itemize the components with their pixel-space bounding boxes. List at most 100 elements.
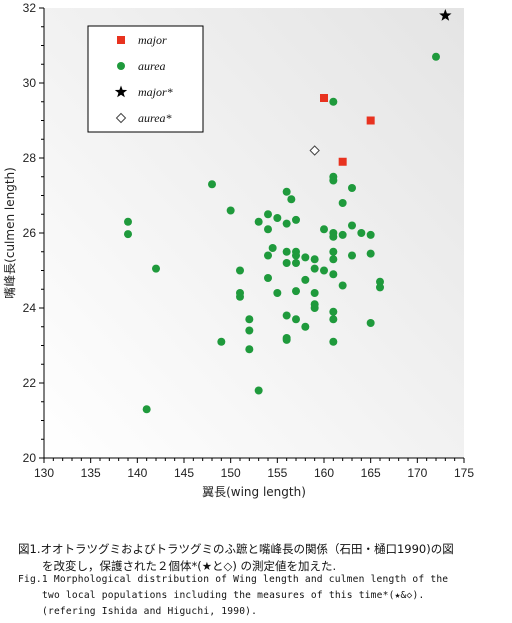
point-aurea-59: [329, 315, 338, 324]
point-aurea-42: [264, 274, 272, 282]
point-aurea-44: [301, 275, 310, 284]
point-aurea-34: [348, 251, 356, 260]
point-aurea-20: [329, 232, 338, 241]
point-aurea-65: [217, 337, 226, 346]
point-aurea-10: [264, 210, 272, 219]
point-aurea-13: [292, 215, 300, 224]
y-tick-label: 24: [23, 301, 37, 315]
point-aurea-40: [329, 270, 338, 279]
legend-label: aurea: [138, 59, 166, 73]
point-aurea-31: [310, 255, 319, 264]
point-aurea-38: [310, 264, 319, 273]
point-aurea-51: [236, 292, 244, 301]
x-tick-label: 165: [361, 466, 381, 480]
point-aurea-23: [357, 229, 366, 237]
point-aurea-7: [287, 195, 296, 204]
legend: major aurea major* aurea*: [87, 25, 204, 133]
x-axis-title: 翼長(wing length): [202, 485, 306, 499]
point-aurea-57: [292, 315, 300, 324]
point-aurea-41: [236, 266, 244, 275]
point-aurea-33: [329, 255, 338, 264]
point-aurea-66: [329, 337, 338, 346]
y-tick-label: 26: [23, 226, 37, 240]
point-aurea-54: [310, 304, 319, 312]
caption-jp-line-1: 図1.オオトラツグミおよびトラツグミのふ蹠と嘴峰長の関係（石田・樋口1990)の…: [18, 542, 454, 556]
y-tick-label: 32: [23, 1, 37, 15]
caption-en-line-3: (refering Ishida and Higuchi, 1990).: [42, 606, 258, 617]
x-tick-label: 135: [81, 466, 101, 480]
point-aurea-32: [329, 247, 338, 256]
point-aurea-24: [366, 230, 375, 239]
point-aurea-62: [245, 326, 254, 335]
point-aurea-67: [245, 345, 254, 354]
legend-label: major*: [138, 85, 173, 99]
caption-jp-line-2: を改変し，保護された２個体*(★と◇) の測定値を加えた.: [42, 559, 337, 573]
point-aurea-36: [282, 259, 291, 267]
point-aurea-58: [245, 315, 254, 324]
point-major-star-0: [439, 9, 452, 21]
y-tick-label: 30: [23, 76, 37, 90]
point-aurea-29: [292, 251, 300, 260]
legend-box: [87, 25, 204, 133]
point-aurea-37: [292, 259, 300, 267]
legend-label: major: [138, 33, 167, 47]
point-aurea-47: [376, 283, 384, 292]
point-aurea-11: [254, 217, 263, 226]
point-aurea-2: [208, 180, 216, 189]
point-aurea-0: [432, 52, 440, 61]
point-aurea-12: [273, 214, 282, 222]
x-tick-label: 170: [407, 466, 427, 480]
x-tick-label: 160: [314, 466, 334, 480]
point-aurea-3: [282, 187, 291, 196]
legend-marker: [115, 112, 127, 124]
point-aurea-69: [142, 405, 151, 414]
point-aurea-21: [338, 230, 347, 239]
x-tick-label: 150: [221, 466, 241, 480]
point-aurea-55: [329, 307, 338, 316]
point-major-1: [366, 116, 375, 125]
point-aurea-star-0: [309, 145, 320, 156]
point-aurea-14: [282, 219, 291, 228]
point-aurea-6: [348, 184, 356, 192]
point-aurea-27: [282, 247, 291, 256]
point-aurea-60: [366, 319, 375, 327]
point-aurea-68: [254, 386, 263, 395]
point-aurea-15: [124, 217, 132, 226]
point-aurea-48: [292, 287, 300, 296]
point-aurea-35: [366, 249, 375, 258]
point-aurea-1: [329, 97, 338, 106]
legend-marker: [117, 62, 125, 70]
legend-marker: [114, 85, 128, 98]
point-aurea-56: [282, 311, 291, 320]
y-tick-label: 22: [23, 376, 37, 390]
point-aurea-43: [152, 264, 160, 273]
point-aurea-30: [301, 253, 310, 262]
point-aurea-9: [226, 206, 235, 215]
caption-en-line-2: two local populations including the meas…: [42, 590, 425, 601]
legend-label: aurea*: [138, 111, 172, 125]
point-aurea-5: [329, 176, 338, 185]
x-tick-label: 145: [174, 466, 194, 480]
point-aurea-25: [268, 244, 277, 252]
point-aurea-46: [376, 277, 384, 286]
x-tick-label: 175: [454, 466, 474, 480]
y-tick-label: 28: [23, 151, 37, 165]
point-major-2: [338, 157, 347, 166]
y-axis-title: 嘴峰長(culmen length): [3, 167, 17, 299]
point-aurea-49: [310, 289, 319, 297]
point-aurea-17: [264, 225, 272, 234]
point-aurea-45: [338, 281, 347, 290]
point-aurea-39: [320, 266, 328, 275]
x-tick-label: 140: [127, 466, 147, 480]
point-aurea-22: [348, 221, 356, 230]
y-tick-label: 20: [23, 451, 37, 465]
point-aurea-16: [124, 230, 132, 239]
x-tick-label: 130: [34, 466, 54, 480]
legend-marker: [117, 36, 125, 44]
point-aurea-18: [320, 225, 328, 234]
point-major-0: [320, 94, 328, 102]
point-aurea-61: [301, 322, 310, 331]
axes: 130 135 140 145 150 155 160 165 170 175 20 22 24 26 28…: [23, 1, 475, 480]
point-aurea-64: [282, 335, 291, 344]
